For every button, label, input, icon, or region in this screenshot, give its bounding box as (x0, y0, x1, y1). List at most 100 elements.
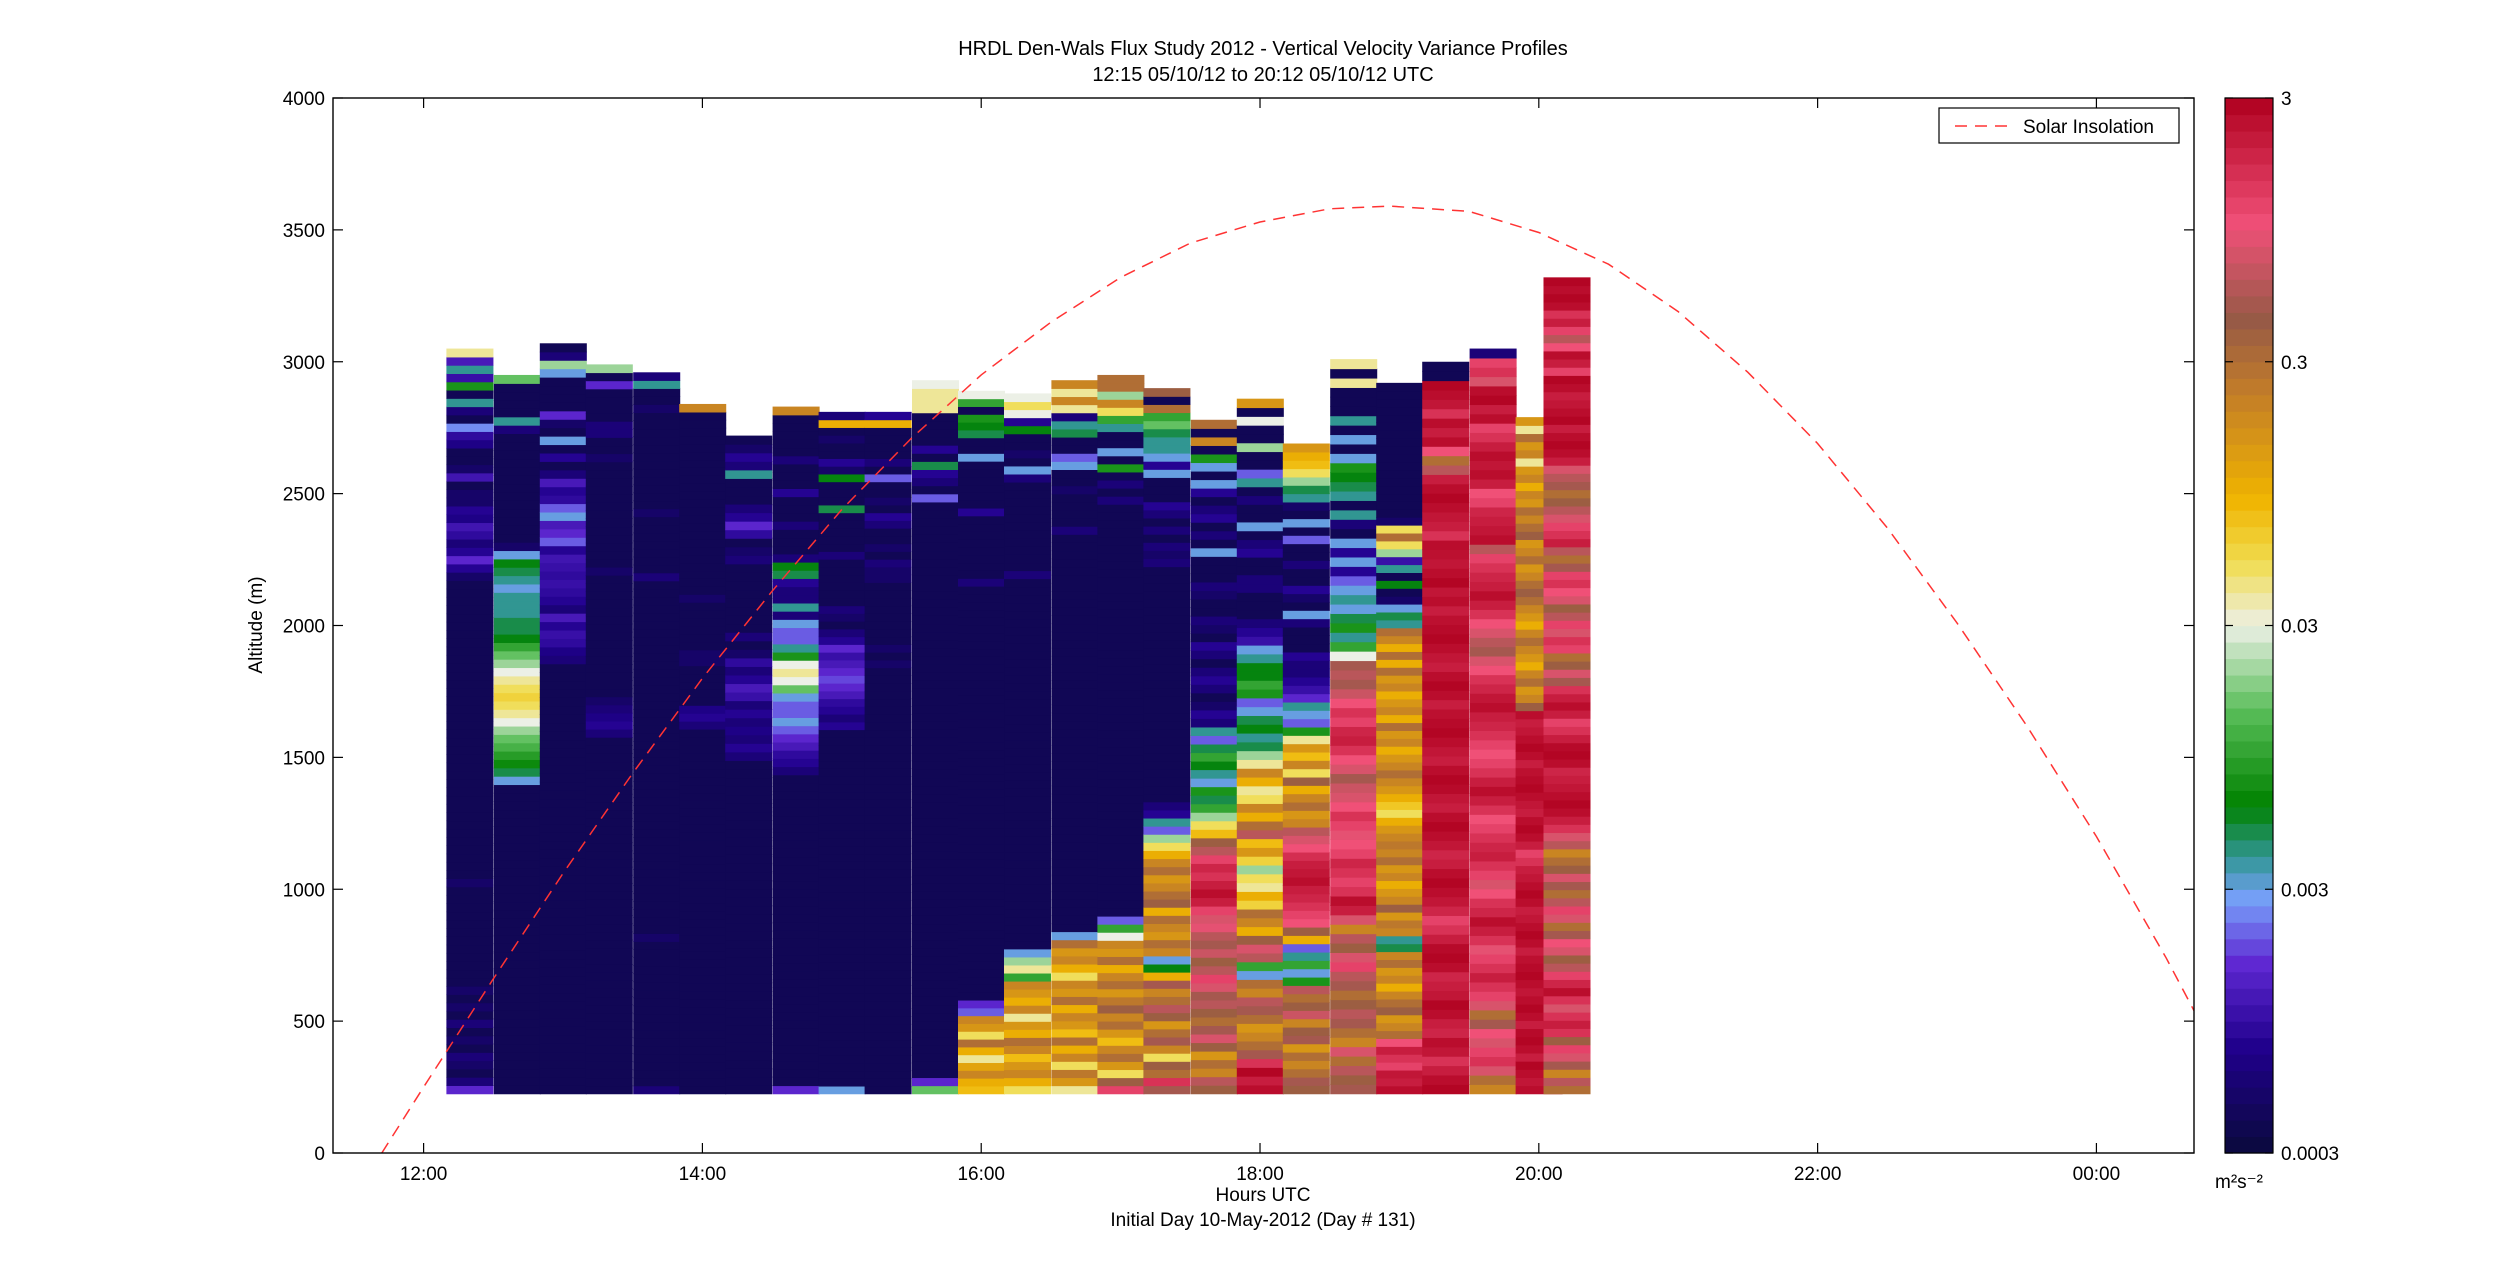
heatmap-cell (633, 420, 681, 430)
heatmap-cell (1051, 445, 1099, 454)
heatmap-cell (446, 977, 494, 987)
heatmap-cell (1190, 615, 1238, 626)
heatmap-cell (1330, 481, 1378, 492)
heatmap-cell (539, 992, 587, 1002)
heatmap-cell (585, 882, 633, 892)
heatmap-cell (1004, 546, 1052, 555)
heatmap-cell (585, 1004, 633, 1014)
heatmap-cell (1515, 800, 1563, 809)
heatmap-cell (1004, 972, 1052, 982)
heatmap-cell (1330, 368, 1378, 379)
heatmap-cell (1236, 917, 1284, 928)
heatmap-cell (585, 1012, 633, 1022)
heatmap-cell (725, 1033, 773, 1043)
heatmap-cell (1004, 610, 1052, 620)
heatmap-cell (818, 1031, 866, 1041)
heatmap-cell (539, 941, 587, 951)
heatmap-cell (912, 785, 960, 795)
heatmap-cell (1543, 930, 1591, 940)
colorbar-band (2225, 707, 2273, 725)
heatmap-cell (539, 958, 587, 968)
heatmap-cell (1376, 619, 1424, 629)
heatmap-cell (1469, 916, 1517, 927)
heatmap-cell (818, 1070, 866, 1079)
heatmap-cell (1051, 655, 1099, 665)
heatmap-cell (1051, 591, 1099, 600)
heatmap-cell (1376, 532, 1424, 542)
heatmap-cell (1051, 461, 1099, 470)
heatmap-cell (1282, 901, 1330, 911)
heatmap-cell (958, 765, 1006, 775)
heatmap-cell (633, 941, 681, 950)
heatmap-cell (1469, 926, 1517, 936)
heatmap-cell (679, 784, 727, 794)
heatmap-cell (1236, 451, 1284, 461)
heatmap-cell (1051, 834, 1099, 843)
heatmap-cell (912, 582, 960, 592)
heatmap-cell (1422, 1009, 1470, 1020)
heatmap-cell (1190, 1059, 1238, 1069)
heatmap-cell (446, 687, 494, 697)
heatmap-cell (912, 907, 960, 916)
heatmap-cell (493, 876, 541, 886)
heatmap-cell (679, 990, 727, 1000)
heatmap-cell (679, 586, 727, 595)
heatmap-cell (1543, 522, 1591, 531)
heatmap-cell (1004, 570, 1052, 580)
heatmap-cell (864, 1070, 912, 1079)
heatmap-cell (1282, 1068, 1330, 1078)
heatmap-cell (1236, 1032, 1284, 1042)
heatmap-cell (725, 820, 773, 830)
heatmap-cell (1004, 578, 1052, 588)
heatmap-cell (818, 837, 866, 847)
heatmap-cell (1236, 759, 1284, 769)
heatmap-cell (772, 864, 820, 874)
heatmap-cell (679, 752, 727, 762)
colorbar-unit-label: m²s⁻² (2215, 1172, 2263, 1193)
heatmap-cell (1282, 668, 1330, 678)
heatmap-cell (1515, 1028, 1563, 1038)
heatmap-cell (585, 777, 633, 787)
heatmap-cell (1469, 1019, 1517, 1030)
heatmap-cell (958, 999, 1006, 1009)
heatmap-cell (1422, 1027, 1470, 1038)
heatmap-cell (725, 589, 773, 599)
heatmap-cell (1543, 881, 1591, 891)
heatmap-cell (1515, 563, 1563, 573)
heatmap-cell (1422, 643, 1470, 654)
heatmap-cell (633, 372, 681, 381)
heatmap-cell (772, 1044, 820, 1054)
heatmap-cell (912, 623, 960, 633)
heatmap-cell (864, 528, 912, 537)
heatmap-cell (1376, 493, 1424, 502)
heatmap-cell (818, 605, 866, 614)
heatmap-cell (1190, 820, 1238, 830)
heatmap-cell (1097, 439, 1145, 449)
heatmap-cell (679, 618, 727, 627)
heatmap-cell (493, 675, 541, 685)
heatmap-cell (958, 718, 1006, 728)
heatmap-cell (1051, 558, 1099, 568)
heatmap-cell (493, 517, 541, 526)
heatmap-cell (1236, 882, 1284, 892)
heatmap-cell (679, 863, 727, 873)
heatmap-cell (818, 1047, 866, 1056)
heatmap-cell (1422, 605, 1470, 616)
heatmap-cell (1004, 433, 1052, 443)
heatmap-cell (1190, 1076, 1238, 1086)
heatmap-cell (958, 671, 1006, 681)
heatmap-cell (585, 785, 633, 795)
heatmap-cell (864, 605, 912, 614)
heatmap-cell (725, 649, 773, 659)
heatmap-cell (864, 636, 912, 645)
heatmap-cell (1515, 824, 1563, 834)
heatmap-cell (1236, 583, 1284, 593)
heatmap-cell (1004, 417, 1052, 427)
heatmap-cell (772, 439, 820, 449)
heatmap-cell (1236, 477, 1284, 488)
heatmap-cell (1051, 696, 1099, 706)
heatmap-cell (1543, 832, 1591, 842)
heatmap-cell (633, 933, 681, 942)
heatmap-cell (958, 882, 1006, 892)
heatmap-cell (1469, 804, 1517, 815)
